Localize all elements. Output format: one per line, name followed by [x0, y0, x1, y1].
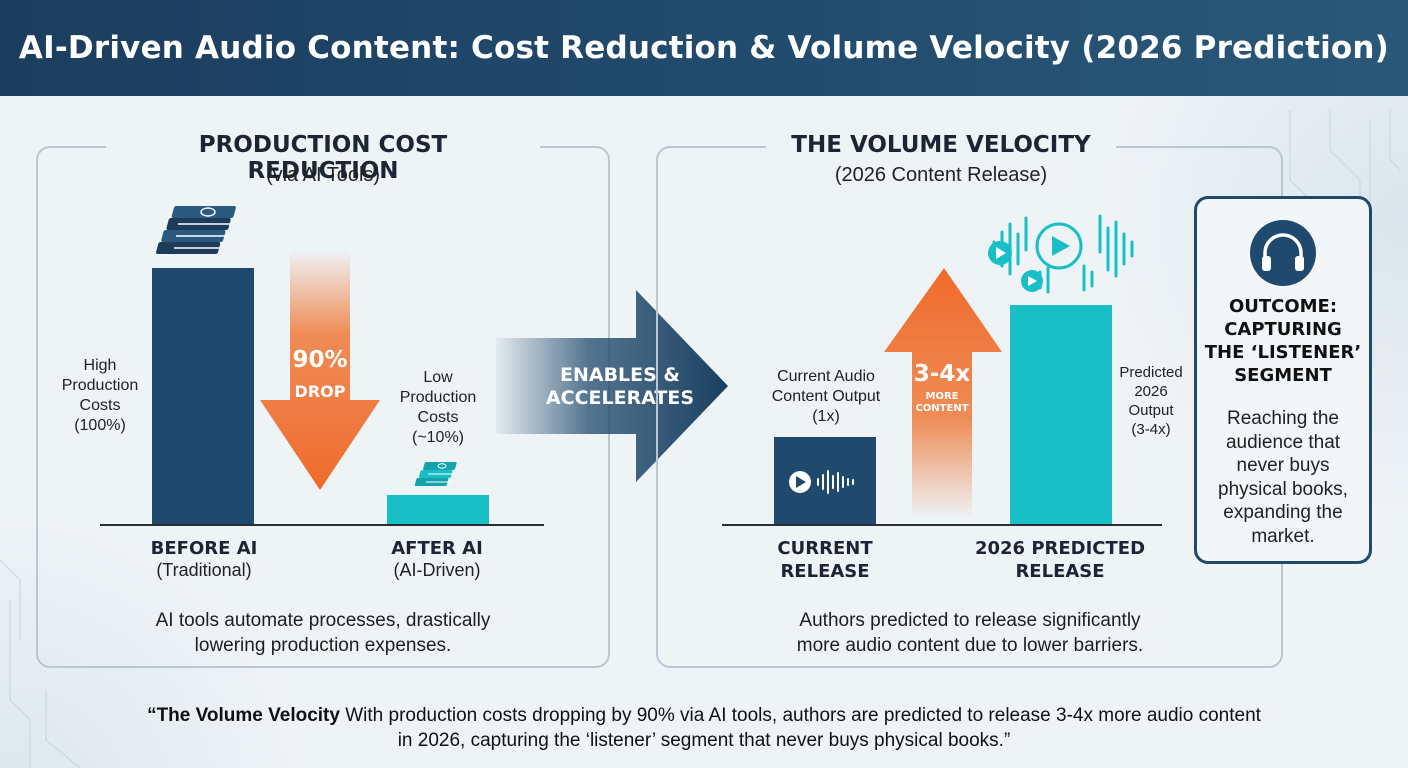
caption-line: more audio content due to lower barriers…	[796, 635, 1144, 656]
cost-panel-title: PRODUCTION COST REDUCTION	[106, 132, 540, 184]
growth-line: MORE	[925, 391, 959, 402]
caption-line: lowering production expenses.	[194, 635, 452, 656]
before-label-line: Costs	[79, 397, 121, 414]
velocity-caption: Authors predicted to release significant…	[690, 608, 1250, 658]
current-line: (1x)	[812, 408, 840, 425]
after-label-line: (~10%)	[411, 429, 465, 446]
money-stack-icon	[414, 462, 457, 486]
predicted-output-label: Predicted 2026 Output (3-4x)	[1106, 363, 1196, 439]
caption-line: Authors predicted to release significant…	[799, 610, 1141, 631]
predicted-line: 2026	[1134, 383, 1168, 400]
enables-line: ENABLES &	[559, 364, 681, 386]
outcome-text-line: market.	[1251, 525, 1315, 547]
cat-predicted: 2026 PREDICTED RELEASE	[950, 537, 1170, 583]
money-stack-icon	[155, 206, 236, 254]
outcome-text: Reaching the audience that never buys ph…	[1203, 407, 1363, 548]
velocity-panel-title: THE VOLUME VELOCITY	[766, 132, 1116, 158]
outcome-title-line: CAPTURING	[1224, 319, 1342, 340]
bar-before-ai	[152, 268, 254, 525]
after-label-line: Production	[399, 389, 477, 406]
caption-line: AI tools automate processes, drastically	[155, 610, 491, 631]
cost-chart	[100, 268, 544, 526]
cat-current-line: RELEASE	[780, 561, 870, 582]
quote-bold: “The Volume Velocity	[147, 705, 340, 726]
current-output-label: Current Audio Content Output (1x)	[746, 367, 906, 427]
cat-predicted-line: RELEASE	[1015, 561, 1105, 582]
outcome-title-line: SEGMENT	[1234, 365, 1332, 386]
outcome-text-line: Reaching the	[1227, 408, 1339, 429]
current-line: Current Audio	[777, 368, 875, 385]
current-line: Content Output	[771, 388, 881, 405]
play-icon	[789, 470, 854, 494]
page-title: AI-Driven Audio Content: Cost Reduction …	[18, 30, 1390, 66]
audio-waveform-icon	[988, 214, 1134, 294]
drop-arrow	[260, 250, 380, 490]
quote-line-1: “The Volume Velocity With production cos…	[40, 703, 1368, 728]
outcome-box: OUTCOME: CAPTURING THE ‘LISTENER’ SEGMEN…	[1194, 196, 1372, 564]
cat-after: AFTER AI	[391, 538, 483, 559]
growth-label: MORE CONTENT	[904, 391, 980, 415]
header-bar: AI-Driven Audio Content: Cost Reduction …	[0, 0, 1408, 96]
velocity-panel-subtitle: (2026 Content Release)	[834, 164, 1048, 186]
cost-caption: AI tools automate processes, drastically…	[66, 608, 580, 658]
after-cost-label: Low Production Costs (~10%)	[388, 368, 488, 448]
outcome-title-line: THE ‘LISTENER’	[1204, 342, 1362, 363]
growth-line: CONTENT	[915, 403, 969, 414]
outcome-text-line: audience that	[1225, 431, 1341, 453]
headphones-icon	[1250, 220, 1316, 286]
cost-panel-subtitle: (via AI Tools)	[265, 164, 381, 186]
before-label-line: High	[83, 357, 117, 374]
after-label-line: Costs	[417, 409, 459, 426]
before-cost-label: High Production Costs (100%)	[50, 356, 150, 436]
drop-word: DROP	[294, 382, 346, 401]
drop-value: 90%	[292, 347, 348, 373]
quote-rest: With production costs dropping by 90% vi…	[339, 705, 1261, 726]
bar-2026-predicted-release	[1010, 305, 1112, 525]
enables-arrow	[496, 290, 728, 482]
before-label-line: (100%)	[74, 417, 126, 434]
growth-arrow	[884, 268, 1002, 518]
cat-before-sub: (Traditional)	[156, 560, 252, 580]
cat-current: CURRENT RELEASE	[735, 537, 915, 583]
cat-before: BEFORE AI	[150, 538, 258, 559]
quote-line-2: in 2026, capturing the ‘listener’ segmen…	[397, 730, 1011, 751]
after-label-line: Low	[423, 369, 453, 386]
velocity-chart	[722, 305, 1162, 526]
before-label-line: Production	[61, 377, 139, 394]
outcome-title: OUTCOME: CAPTURING THE ‘LISTENER’ SEGMEN…	[1197, 295, 1369, 387]
summary-quote: “The Volume Velocity With production cos…	[40, 703, 1368, 753]
predicted-line: Predicted	[1119, 364, 1183, 381]
outcome-text-line: expanding the	[1223, 502, 1343, 523]
outcome-title-line: OUTCOME:	[1228, 296, 1338, 317]
predicted-line: (3-4x)	[1131, 421, 1171, 438]
cat-predicted-line: 2026 PREDICTED	[974, 538, 1146, 559]
cat-current-line: CURRENT	[777, 538, 873, 559]
predicted-line: Output	[1128, 402, 1174, 419]
cat-after-sub: (AI-Driven)	[393, 560, 481, 580]
growth-value: 3-4x	[913, 361, 971, 387]
outcome-text-line: physical books,	[1218, 478, 1348, 500]
bar-after-ai	[387, 495, 489, 525]
outcome-text-line: never buys	[1236, 455, 1330, 476]
